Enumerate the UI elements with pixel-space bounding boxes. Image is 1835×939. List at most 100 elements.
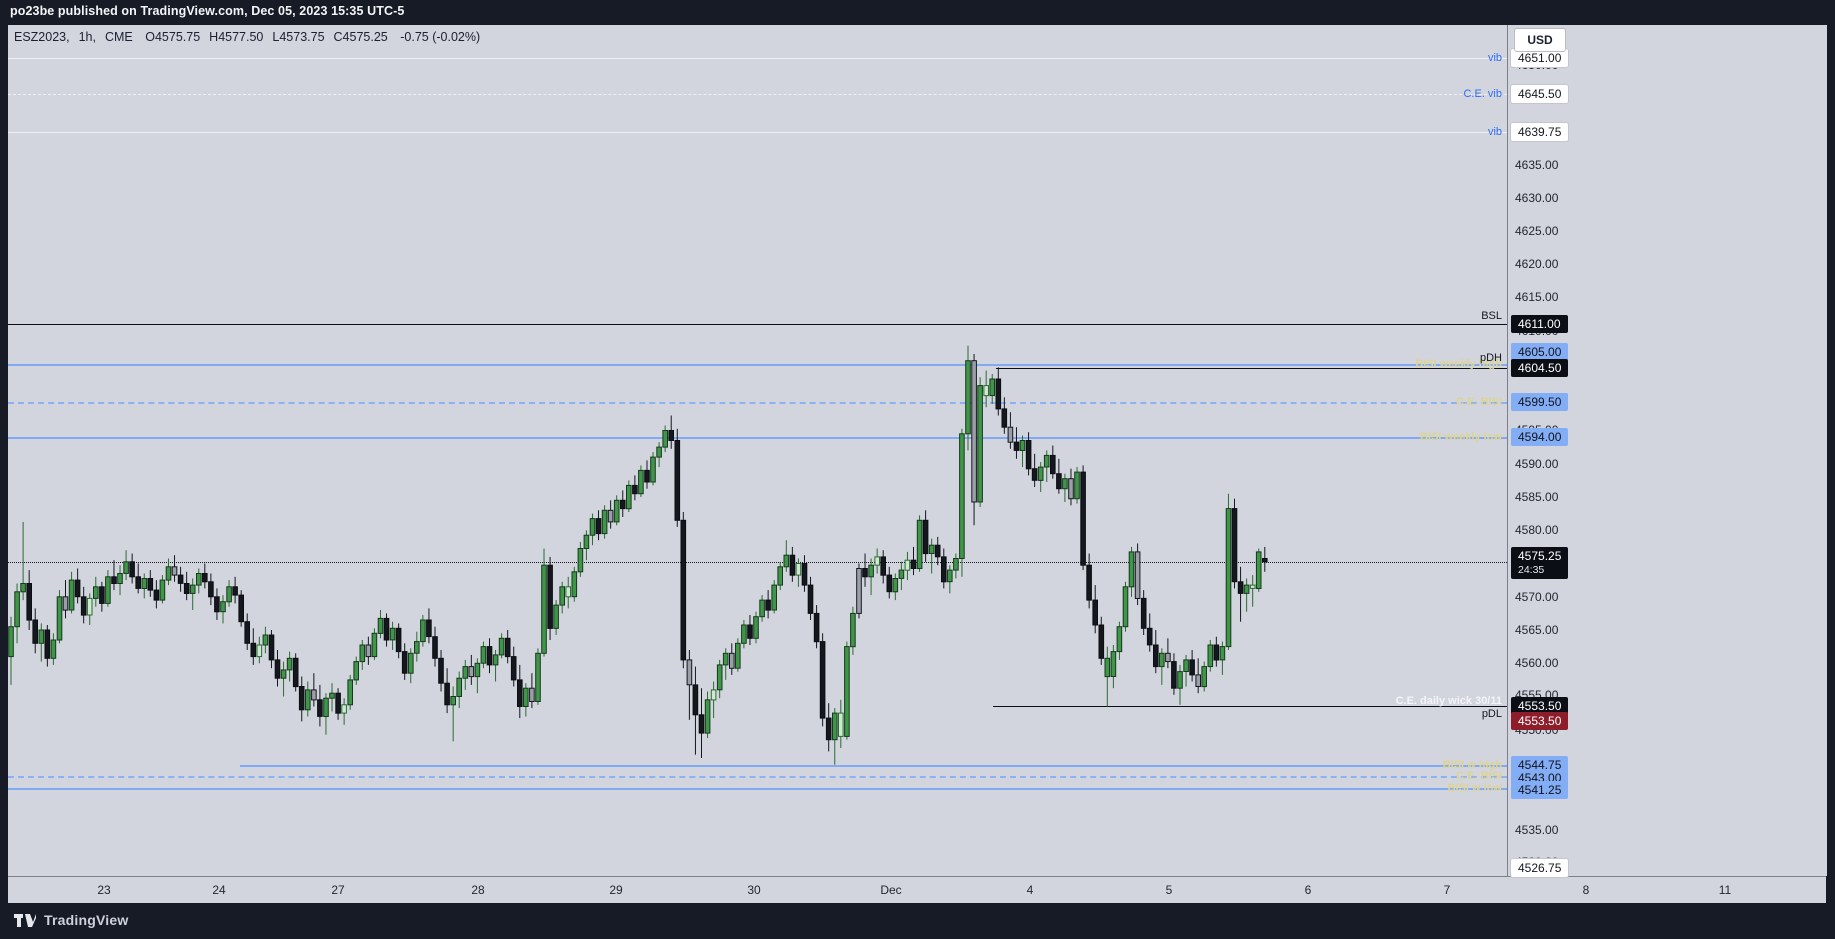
candle-body xyxy=(1177,671,1183,689)
candle-body xyxy=(650,456,656,483)
candle-body xyxy=(214,596,220,613)
price-tick-label: 4625.00 xyxy=(1515,224,1559,238)
candle-body xyxy=(420,619,426,643)
candle-body xyxy=(977,385,983,503)
candle-body xyxy=(1146,627,1153,646)
candle-body xyxy=(1031,468,1038,481)
candle-body xyxy=(1056,473,1062,490)
time-tick-label: 30 xyxy=(747,883,761,897)
level-line[interactable] xyxy=(8,776,1507,778)
level-label: vib xyxy=(1487,52,1502,64)
candle-body xyxy=(250,642,257,658)
candle-body xyxy=(704,699,711,734)
candle-body xyxy=(1140,597,1147,629)
candle-body xyxy=(401,651,408,674)
time-tick-label: 23 xyxy=(97,883,111,897)
legend-interval[interactable]: 1h, xyxy=(78,30,96,44)
candle-body xyxy=(474,662,481,678)
candle-body xyxy=(1183,659,1189,673)
time-axis[interactable]: 23 24 27 28 29 30 Dec 4 5 6 7 8 11 xyxy=(8,876,1826,904)
level-line[interactable] xyxy=(8,94,1507,95)
currency-toggle-button[interactable]: USD xyxy=(1514,28,1566,52)
candle-body xyxy=(577,548,584,573)
level-line[interactable] xyxy=(996,368,1507,369)
candle-body xyxy=(298,686,305,711)
candle-body xyxy=(244,621,250,644)
bar-countdown: 24:35 xyxy=(1518,564,1545,576)
candle-body xyxy=(1062,478,1068,490)
candle-body xyxy=(280,669,287,679)
level-line[interactable] xyxy=(8,132,1507,133)
candle-body xyxy=(1013,441,1020,451)
level-line[interactable] xyxy=(993,706,1507,707)
time-tick-label: 7 xyxy=(1443,883,1451,897)
candle-body xyxy=(177,574,184,584)
level-line[interactable] xyxy=(8,364,1507,366)
candle-body xyxy=(686,659,693,686)
candle-body xyxy=(256,644,263,658)
level-line[interactable] xyxy=(8,402,1507,404)
level-line[interactable] xyxy=(8,788,1507,790)
candle-body xyxy=(583,534,590,550)
level-line[interactable] xyxy=(8,324,1507,325)
candle-body xyxy=(1116,626,1123,653)
candle-body xyxy=(432,636,438,659)
candle-body xyxy=(874,556,881,566)
level-line[interactable] xyxy=(240,765,1507,767)
legend-high: H4577.50 xyxy=(209,30,264,44)
level-label: BISI w low xyxy=(1447,782,1502,794)
candle-body xyxy=(1037,466,1044,481)
candle-body xyxy=(523,687,529,708)
candle-body xyxy=(510,656,517,681)
candle-body xyxy=(692,684,699,716)
candle-body xyxy=(438,657,444,684)
candle-body xyxy=(1262,558,1268,563)
candle-body xyxy=(1122,586,1129,628)
level-line[interactable] xyxy=(8,58,1507,59)
tradingview-logo-text: TradingView xyxy=(44,912,129,928)
tradingview-logo[interactable]: TradingView xyxy=(14,912,128,928)
candle-body xyxy=(450,696,456,706)
candle-body xyxy=(844,646,850,737)
level-line[interactable] xyxy=(8,437,1507,439)
candle-body xyxy=(607,509,614,523)
candle-body xyxy=(123,561,129,574)
candle-body xyxy=(601,509,608,535)
candle-body xyxy=(1007,426,1014,443)
candle-body xyxy=(771,584,778,611)
candle-body xyxy=(395,627,402,653)
candle-body xyxy=(850,612,856,648)
candle-body xyxy=(20,583,26,593)
candle-body xyxy=(371,632,378,658)
level-label: BISI weekly low xyxy=(1420,431,1502,443)
candle-body xyxy=(202,573,208,583)
candle-body xyxy=(153,589,160,601)
price-tick-label: 4630.00 xyxy=(1515,191,1559,205)
candle-body xyxy=(565,586,572,598)
legend-exchange: CME xyxy=(104,30,133,44)
legend-symbol[interactable]: ESZ2023, xyxy=(14,30,70,44)
chart-plot[interactable]: ESZ2023, 1h, CME O4575.75 H4577.50 L4573.75 C… xyxy=(8,25,1507,876)
chart-legend[interactable]: ESZ2023, 1h, CME O4575.75 H4577.50 L4573.75 C… xyxy=(14,30,489,44)
candle-body xyxy=(807,584,814,614)
candle-body xyxy=(553,604,559,629)
level-line[interactable] xyxy=(8,562,1507,563)
legend-open: O4575.75 xyxy=(145,30,201,44)
candle-body xyxy=(353,661,359,681)
candle-body xyxy=(86,597,93,616)
candle-body xyxy=(1231,508,1238,583)
price-axis[interactable]: USD 4575.25 24:35 4650.004635.004630.004… xyxy=(1507,25,1827,877)
candle-body xyxy=(208,581,214,598)
candle-body xyxy=(292,657,299,688)
candlestick-series[interactable] xyxy=(8,25,1507,876)
price-level-label-blue: 4541.25 xyxy=(1511,781,1569,799)
candle-body xyxy=(93,586,99,599)
candle-body xyxy=(1074,471,1080,500)
price-level-label-blue: 4599.50 xyxy=(1511,393,1569,411)
candle-body xyxy=(838,712,844,737)
price-tick-label: 4535.00 xyxy=(1515,823,1559,837)
candle-body xyxy=(305,689,311,711)
time-tick-label: 29 xyxy=(609,883,623,897)
candle-body xyxy=(480,646,487,664)
candle-body xyxy=(141,578,148,589)
